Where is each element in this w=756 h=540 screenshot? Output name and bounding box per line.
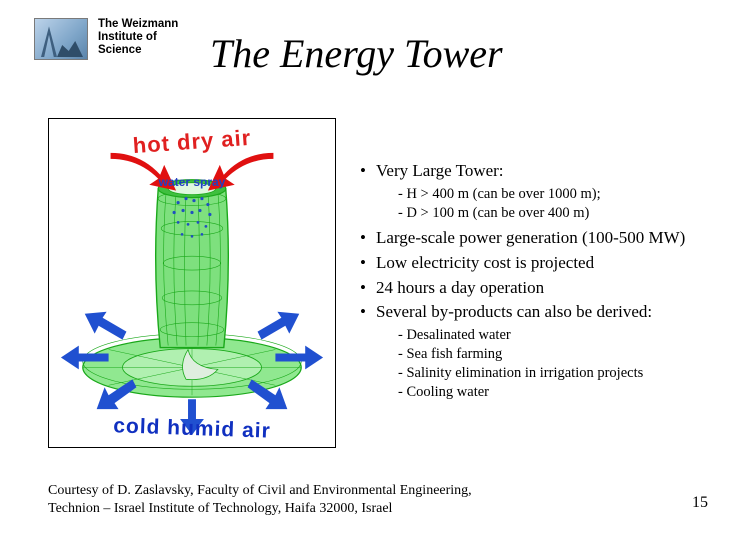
energy-tower-figure: hot dry air water spray cold humid air	[48, 118, 336, 448]
bullet-text: Very Large Tower:	[376, 161, 504, 180]
page-title: The Energy Tower	[210, 30, 503, 77]
bullet-text: Low electricity cost is projected	[376, 253, 594, 272]
institute-line: Institute of	[98, 31, 188, 44]
sub-line: - Cooling water	[398, 383, 740, 402]
water-spray-label: water spray	[49, 175, 335, 189]
courtesy-note: Courtesy of D. Zaslavsky, Faculty of Civ…	[48, 482, 588, 518]
courtesy-line: Courtesy of D. Zaslavsky, Faculty of Civ…	[48, 482, 588, 500]
institute-name: The Weizmann Institute of Science	[98, 18, 188, 58]
bullet-text: Large-scale power generation (100-500 MW…	[376, 228, 685, 247]
bullet-item: 24 hours a day operation	[360, 277, 740, 300]
bullet-text: 24 hours a day operation	[376, 278, 544, 297]
sub-line: - D > 100 m (can be over 400 m)	[398, 204, 740, 223]
bullet-sub: - H > 400 m (can be over 1000 m); - D > …	[376, 185, 740, 223]
institute-line: Science	[98, 44, 188, 57]
sub-line: - Sea fish farming	[398, 345, 740, 364]
sub-line: - Salinity elimination in irrigation pro…	[398, 364, 740, 383]
institute-logo-icon	[34, 18, 88, 60]
bullet-item: Low electricity cost is projected	[360, 252, 740, 275]
page-number: 15	[692, 494, 708, 512]
bullet-item: Large-scale power generation (100-500 MW…	[360, 227, 740, 250]
bullet-sub: - Desalinated water - Sea fish farming -…	[376, 326, 740, 401]
courtesy-line: Technion – Israel Institute of Technolog…	[48, 500, 588, 518]
bullet-item: Very Large Tower: - H > 400 m (can be ov…	[360, 160, 740, 223]
bullet-text: Several by-products can also be derived:	[376, 302, 652, 321]
sub-line: - Desalinated water	[398, 326, 740, 345]
tower-diagram-icon	[49, 119, 335, 447]
bullet-list: Very Large Tower: - H > 400 m (can be ov…	[360, 160, 740, 406]
bullet-item: Several by-products can also be derived:…	[360, 301, 740, 401]
sub-line: - H > 400 m (can be over 1000 m);	[398, 185, 740, 204]
institute-line: The Weizmann	[98, 18, 188, 31]
header: The Weizmann Institute of Science	[34, 18, 188, 60]
